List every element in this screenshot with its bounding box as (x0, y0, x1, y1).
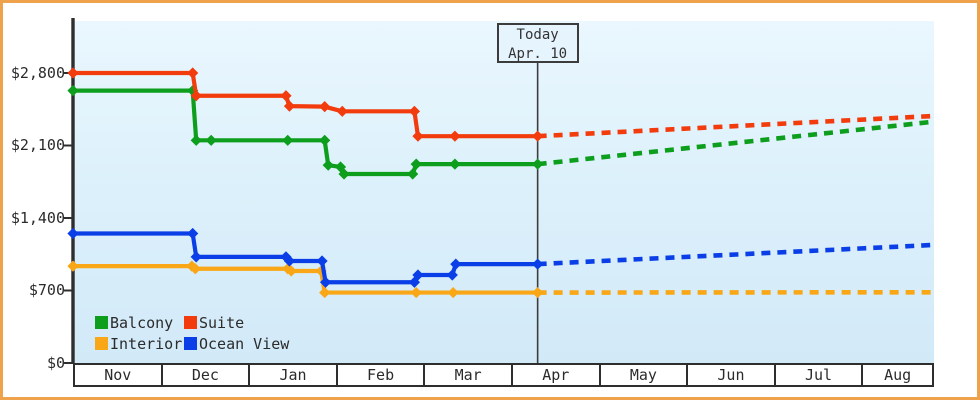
legend-item-ocean-view: Ocean View (184, 335, 289, 353)
balcony-swatch-icon (95, 316, 108, 329)
legend-label-ocean-view: Ocean View (199, 334, 290, 353)
x-axis-cell-apr: Apr (513, 365, 601, 385)
today-marker-date: Apr. 10 (508, 46, 568, 62)
legend-item-interior: Interior (95, 335, 184, 353)
x-axis-cell-aug: Aug (884, 366, 912, 384)
y-axis-label-2800: $2,800 (10, 64, 65, 82)
legend: Balcony Suite Interior Ocean View (95, 312, 289, 354)
x-axis-cell-nov: Nov (75, 365, 163, 385)
x-axis-cell-jul: Jul (776, 365, 864, 385)
legend-label-balcony: Balcony (110, 313, 174, 332)
legend-item-suite: Suite (184, 314, 244, 332)
x-axis-cell-jun: Jun (688, 365, 776, 385)
x-axis-month-band: Nov Dec Jan Feb Mar Apr May Jun Jul Aug (73, 363, 934, 387)
y-axis-label-0: $0 (46, 354, 65, 372)
suite-swatch-icon (184, 316, 197, 329)
legend-item-balcony: Balcony (95, 314, 184, 332)
interior-swatch-icon (95, 337, 108, 350)
today-marker-box: Today Apr. 10 (496, 23, 579, 63)
legend-row-1: Balcony Suite (95, 312, 289, 333)
legend-label-suite: Suite (199, 313, 245, 332)
x-axis-cell-mar: Mar (425, 365, 513, 385)
today-marker-title: Today (516, 27, 559, 43)
x-axis-cell-feb: Feb (338, 365, 426, 385)
x-axis-cell-may: May (601, 365, 689, 385)
legend-label-interior: Interior (110, 334, 183, 353)
legend-row-2: Interior Ocean View (95, 333, 289, 354)
y-axis-label-700: $700 (28, 281, 65, 299)
x-axis-cell-jan: Jan (250, 365, 338, 385)
y-axis-label-1400: $1,400 (10, 209, 65, 227)
ocean-view-swatch-icon (184, 337, 197, 350)
y-axis-label-2100: $2,100 (10, 136, 65, 154)
x-axis-cell-dec: Dec (163, 365, 251, 385)
